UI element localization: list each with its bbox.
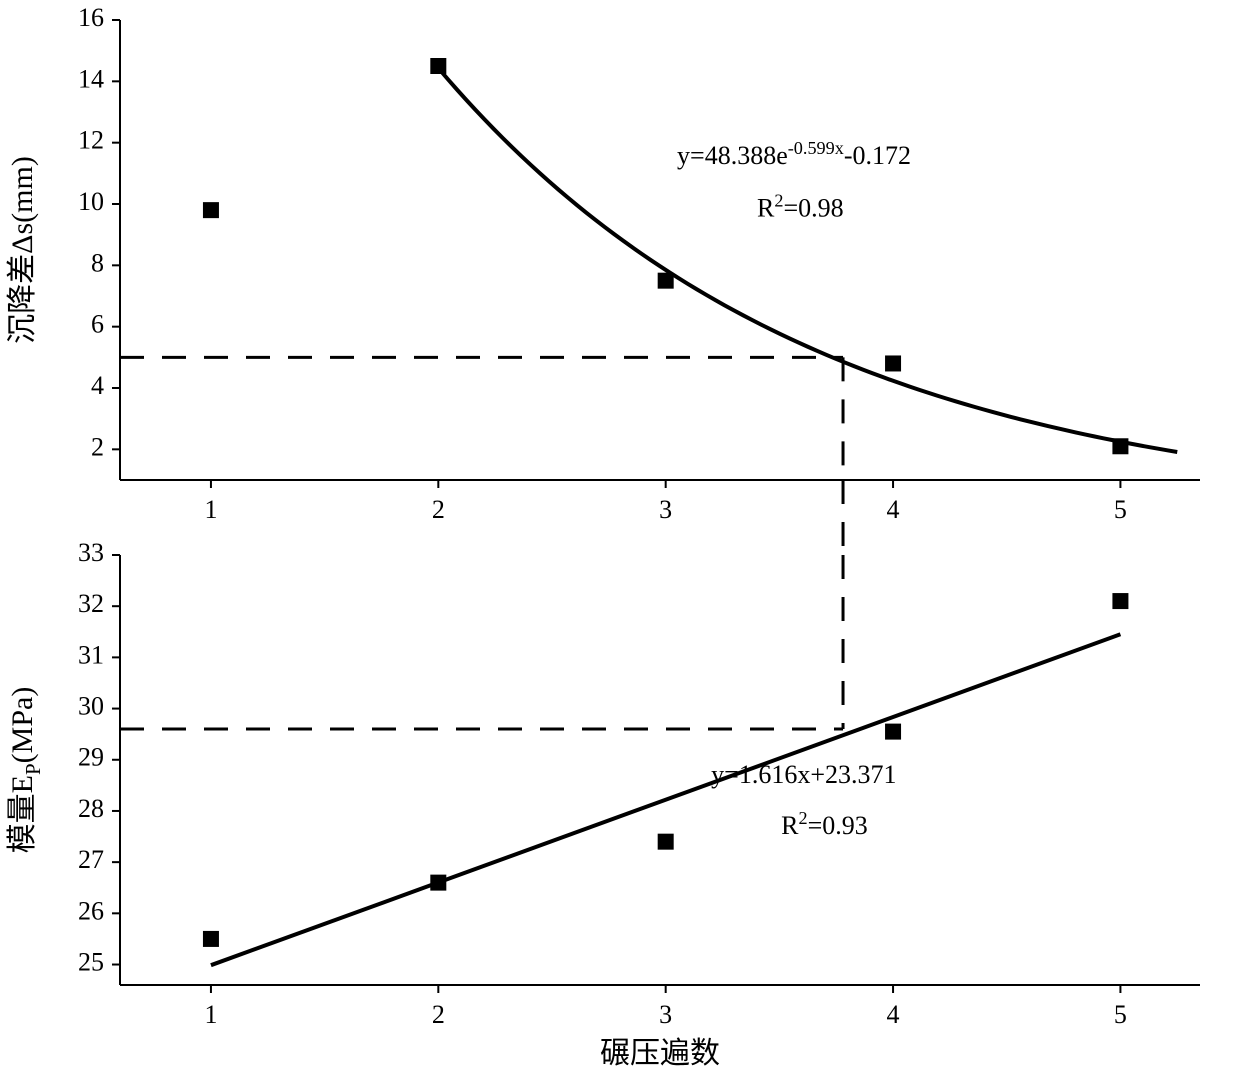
top-ytick-label: 2	[91, 432, 104, 461]
top-ytick-label: 12	[78, 126, 104, 155]
chart-svg: 24681012141612345沉降差Δs(mm)y=48.388e-0.59…	[0, 0, 1240, 1070]
top-ytick-label: 4	[91, 371, 104, 400]
bottom-ytick-label: 31	[78, 640, 104, 669]
bottom-data-point	[203, 931, 219, 947]
bottom-fit-line	[211, 634, 1120, 965]
bottom-ytick-label: 25	[78, 947, 104, 976]
top-fit-curve	[438, 68, 1177, 452]
bottom-ytick-label: 27	[78, 845, 104, 874]
bottom-xtick-label: 2	[432, 1000, 445, 1029]
bottom-ytick-label: 29	[78, 743, 104, 772]
chart-figure: 24681012141612345沉降差Δs(mm)y=48.388e-0.59…	[0, 0, 1240, 1070]
top-xtick-label: 1	[204, 495, 217, 524]
bottom-data-point	[1112, 593, 1128, 609]
top-data-point	[430, 58, 446, 74]
top-fit-r2: R2=0.98	[757, 190, 844, 222]
top-xtick-label: 5	[1114, 495, 1127, 524]
bottom-xtick-label: 5	[1114, 1000, 1127, 1029]
top-xtick-label: 3	[659, 495, 672, 524]
top-data-point	[885, 355, 901, 371]
top-data-point	[658, 273, 674, 289]
top-ytick-label: 10	[78, 187, 104, 216]
bottom-data-point	[430, 875, 446, 891]
top-data-point	[1112, 438, 1128, 454]
bottom-ytick-label: 32	[78, 589, 104, 618]
bottom-data-point	[658, 834, 674, 850]
bottom-xtick-label: 1	[204, 1000, 217, 1029]
bottom-fit-r2: R2=0.93	[781, 808, 868, 840]
bottom-xtick-label: 3	[659, 1000, 672, 1029]
top-ytick-label: 6	[91, 310, 104, 339]
bottom-fit-equation: y=1.616x+23.371	[711, 760, 896, 789]
top-xtick-label: 2	[432, 495, 445, 524]
bottom-y-axis-label: 模量EP(MPa)	[6, 687, 45, 854]
top-xtick-label: 4	[887, 495, 900, 524]
top-fit-equation: y=48.388e-0.599x-0.172	[677, 138, 911, 170]
bottom-data-point	[885, 724, 901, 740]
top-ytick-label: 8	[91, 248, 104, 277]
top-data-point	[203, 202, 219, 218]
bottom-ytick-label: 26	[78, 896, 104, 925]
bottom-xtick-label: 4	[887, 1000, 900, 1029]
top-y-axis-label: 沉降差Δs(mm)	[6, 156, 39, 344]
bottom-ytick-label: 30	[78, 692, 104, 721]
top-ytick-label: 14	[78, 64, 104, 93]
x-axis-label: 碾压遍数	[600, 1037, 720, 1070]
bottom-ytick-label: 28	[78, 794, 104, 823]
top-ytick-label: 16	[78, 3, 104, 32]
bottom-ytick-label: 33	[78, 538, 104, 567]
